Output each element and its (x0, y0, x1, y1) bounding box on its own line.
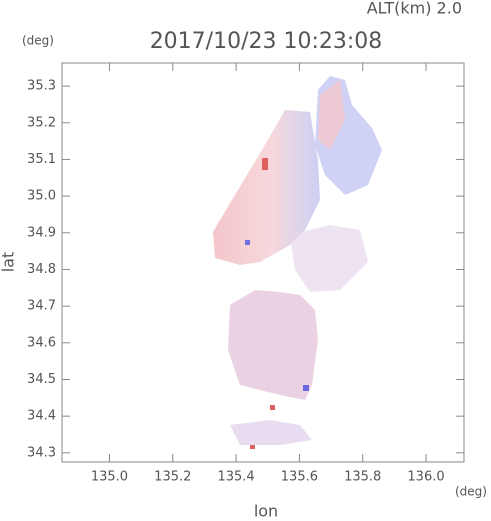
y-tick-label: 34.3 (27, 445, 56, 460)
y-tick-label: 34.4 (27, 409, 56, 424)
y-tick-label: 35.2 (27, 115, 56, 130)
plot-frame (61, 62, 465, 463)
echo-cell (262, 158, 268, 170)
x-tick-label: 136.0 (407, 470, 444, 485)
x-axis-label: lon (254, 502, 278, 521)
radar-echoes (213, 76, 382, 449)
echo-cell (303, 385, 309, 391)
x-unit: (deg) (455, 485, 487, 499)
y-axis-label: lat (0, 252, 18, 273)
y-tick-label: 35.0 (27, 189, 56, 204)
y-tick-label: 34.7 (27, 299, 56, 314)
echo-region (290, 225, 368, 292)
altitude-label: ALT(km) 2.0 (367, 0, 462, 18)
x-tick-label: 135.2 (154, 470, 191, 485)
y-tick-label: 35.1 (27, 152, 56, 167)
y-tick-label: 34.5 (27, 372, 56, 387)
x-tick-label: 135.6 (281, 470, 318, 485)
y-tick-label: 35.3 (27, 79, 56, 94)
echo-region (213, 110, 320, 265)
echo-cell (250, 445, 255, 449)
y-unit: (deg) (22, 34, 54, 48)
y-tick-label: 34.8 (27, 262, 56, 277)
y-tick-label: 34.6 (27, 335, 56, 350)
echo-region (228, 290, 318, 400)
y-tick-label: 34.9 (27, 225, 56, 240)
echo-region (318, 80, 345, 150)
echo-region (230, 420, 312, 445)
x-tick-label: 135.0 (91, 470, 128, 485)
echo-cell (245, 240, 250, 245)
x-tick-label: 135.4 (217, 470, 254, 485)
echo-cell (270, 405, 275, 410)
chart-title: 2017/10/23 10:23:08 (150, 29, 383, 54)
x-tick-label: 135.8 (344, 470, 381, 485)
